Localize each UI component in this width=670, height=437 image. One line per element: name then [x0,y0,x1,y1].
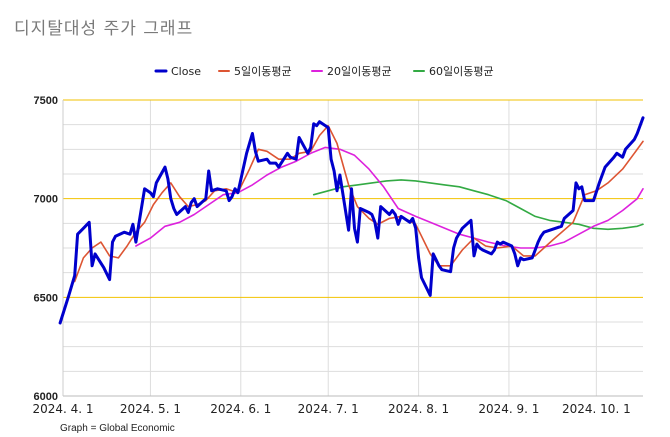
chart-title: 디지탈대성 주가 그래프 [14,19,194,39]
x-tick-label: 2024. 9. 1 [478,402,539,416]
legend-label-ma5: 5일이동평균 [234,64,292,78]
series-line-ma60 [312,179,644,231]
series-line-ma5 [73,124,644,283]
y-tick-label: 7500 [34,95,58,107]
series-line-close [58,116,645,325]
legend: Close 5일이동평균 20일이동평균 60일이동평균 [154,64,494,78]
x-tick-label: 2024. 4. 1 [32,402,93,416]
x-tick-label: 2024. 7. 1 [298,402,359,416]
footer-note: Graph = Global Economic [60,423,175,434]
y-tick-label: 7000 [34,194,58,206]
x-tick-label: 2024. 6. 1 [210,402,271,416]
axis-layer: 6000 6500 7000 7500 2024. 4. 1 2024. 5. 1 2024… [32,95,630,416]
x-tick-label: 2024. 10. 1 [562,402,631,416]
legend-label-ma20: 20일이동평균 [327,64,392,78]
legend-label-ma60: 60일이동평균 [429,64,494,78]
y-tick-label: 6500 [34,292,58,304]
legend-label-close: Close [171,65,201,78]
grid-layer [62,99,643,397]
series-line-ma20 [135,146,644,249]
x-tick-label: 2024. 5. 1 [120,402,181,416]
series-layer [58,116,645,325]
y-tick-label: 6000 [34,391,58,403]
x-tick-label: 2024. 8. 1 [388,402,449,416]
